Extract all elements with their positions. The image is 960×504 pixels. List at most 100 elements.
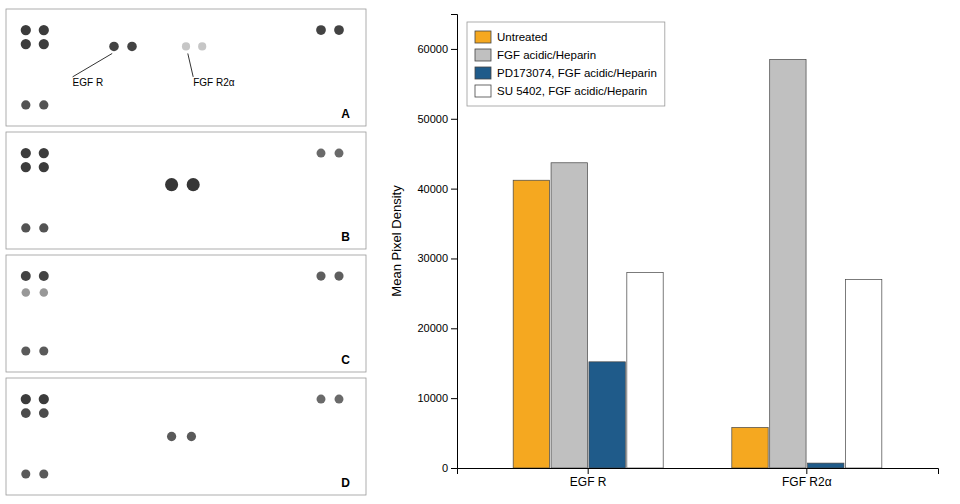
blot-spot (21, 148, 31, 158)
tick-mark (806, 468, 807, 474)
blot-spot (21, 39, 31, 49)
blot-spot (335, 395, 344, 404)
blot-spot (39, 271, 49, 281)
tick: 40000 (417, 183, 457, 195)
blot-spot (40, 288, 49, 297)
panel-label: B (341, 230, 350, 244)
tick-label: 0 (442, 462, 448, 474)
blot-spot (127, 42, 137, 52)
tick-mark (451, 189, 457, 190)
x-axis: EGF R FGF R2α (458, 468, 939, 489)
bars (513, 59, 882, 468)
tick-mark (588, 468, 589, 474)
bar (845, 279, 881, 468)
legend-frame (467, 22, 665, 106)
annotation-line (188, 53, 193, 76)
blot-spot (167, 432, 176, 441)
legend-label: FGF acidic/Heparin (497, 49, 596, 61)
blot-spot (39, 346, 48, 355)
tick: EGF R (570, 468, 607, 489)
blot-spot (39, 162, 49, 172)
legend-item: SU 5402, FGF acidic/Heparin (475, 85, 647, 97)
blot-spot (187, 432, 196, 441)
tick-label: 10000 (417, 392, 448, 404)
legend-item: PD173074, FGF acidic/Heparin (475, 67, 657, 79)
blot-spot (39, 223, 48, 232)
tick-mark (451, 258, 457, 259)
bar (551, 163, 587, 468)
panel-frame (6, 132, 366, 249)
tick-label: 30000 (417, 252, 448, 264)
annotation: EGF R (73, 77, 104, 88)
tick-mark (451, 398, 457, 399)
blot-spot (187, 178, 200, 191)
tick: 20000 (417, 322, 457, 334)
panel-frame (6, 9, 366, 126)
bar-chart: 0 10000 20000 30000 40000 50000 60000 EGF R FGF … (389, 15, 939, 489)
legend-label: PD173074, FGF acidic/Heparin (497, 67, 657, 79)
legend-swatch (475, 85, 491, 97)
blot-panel: B (6, 132, 366, 249)
blot-spot (39, 469, 48, 478)
bar (627, 272, 663, 468)
panel-label: C (341, 353, 350, 367)
legend-item: FGF acidic/Heparin (475, 49, 596, 61)
legend-item: Untreated (475, 31, 548, 43)
blot-spot (39, 408, 49, 418)
blot-spot (21, 469, 30, 478)
blot-spot (21, 223, 30, 232)
tick-label: 20000 (417, 322, 448, 334)
blot-spot (316, 271, 325, 280)
blot-spot (39, 25, 49, 35)
tick: 10000 (417, 392, 457, 404)
blot-panel: D (6, 378, 366, 495)
blot-spot (21, 271, 31, 281)
bar (808, 463, 844, 468)
legend-swatch (475, 67, 491, 79)
blot-spot (165, 178, 178, 191)
blot-spot (21, 25, 31, 35)
blot-spot (335, 149, 344, 158)
tick: FGF R2α (782, 468, 832, 489)
blot-spot (21, 162, 31, 172)
bar (513, 180, 549, 468)
tick-mark (451, 119, 457, 120)
panel-frame (6, 255, 366, 372)
blot-spot (21, 100, 30, 109)
tick: 0 (442, 462, 457, 474)
blot-panel: AEGF RFGF R2α (6, 9, 366, 126)
tick-mark (451, 49, 457, 50)
blot-spot (39, 100, 48, 109)
blot-spot (21, 394, 31, 404)
blot-panels: AEGF RFGF R2αBCD (6, 9, 366, 495)
blot-spot (334, 271, 343, 280)
tick-mark (451, 328, 457, 329)
figure: AEGF RFGF R2αBCD010000200003000040000500… (0, 0, 960, 504)
panel-frame (6, 378, 366, 495)
blot-spot (39, 39, 49, 49)
tick-label: 40000 (417, 183, 448, 195)
tick: 50000 (417, 113, 457, 125)
y-axis-title: Mean Pixel Density (389, 185, 404, 297)
bar (589, 362, 625, 468)
blot-spot (21, 408, 31, 418)
axis-line (451, 15, 458, 469)
legend: Untreated FGF acidic/Heparin PD173074, FGF… (467, 22, 665, 106)
legend-label: SU 5402, FGF acidic/Heparin (497, 85, 647, 97)
bar (770, 59, 806, 468)
blot-panel: C (6, 255, 366, 372)
blot-spot (21, 346, 30, 355)
legend-swatch (475, 31, 491, 43)
blot-spot (334, 25, 344, 35)
tick-label: EGF R (570, 475, 607, 489)
blot-spot (109, 42, 119, 52)
tick-label: 60000 (417, 43, 448, 55)
blot-spot (316, 25, 326, 35)
legend-label: Untreated (497, 31, 548, 43)
tick: 30000 (417, 252, 457, 264)
annotation-line (73, 53, 113, 76)
blot-spot (198, 42, 206, 50)
blot-spot (39, 148, 49, 158)
tick-label: 50000 (417, 113, 448, 125)
annotation: FGF R2α (193, 77, 235, 88)
